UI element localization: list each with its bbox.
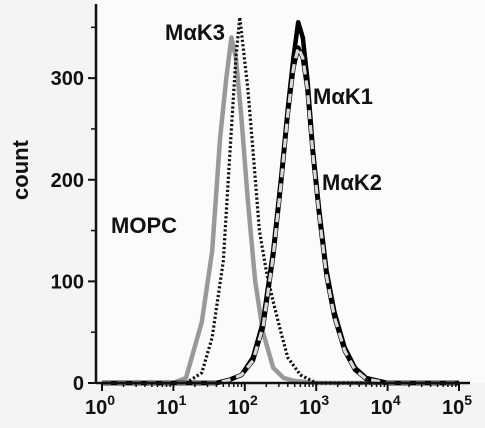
x-tick-label: 103 — [299, 392, 329, 419]
y-tick-label: 200 — [51, 170, 84, 192]
y-axis-label: count — [8, 139, 33, 200]
series-label-mopc: MOPC — [111, 213, 177, 238]
series-line-0 — [102, 35, 459, 386]
y-tick-label: 300 — [51, 68, 84, 90]
series-line-1 — [102, 15, 459, 385]
x-tick-label: 104 — [371, 392, 401, 419]
series-line-3 — [102, 45, 459, 385]
x-tick-label: 102 — [228, 392, 258, 419]
series-label-mak2: MαK2 — [322, 170, 382, 195]
series-label-mak3: MαK3 — [165, 20, 225, 45]
x-tick-label: 100 — [85, 392, 115, 419]
x-tick-label: 101 — [156, 392, 186, 419]
y-tick-label: 0 — [73, 373, 84, 395]
plot-area — [96, 0, 485, 383]
x-tick-label: 105 — [442, 392, 472, 419]
series-label-mak1: MαK1 — [313, 84, 373, 109]
series-layer — [102, 15, 459, 386]
y-tick-label: 100 — [51, 271, 84, 293]
